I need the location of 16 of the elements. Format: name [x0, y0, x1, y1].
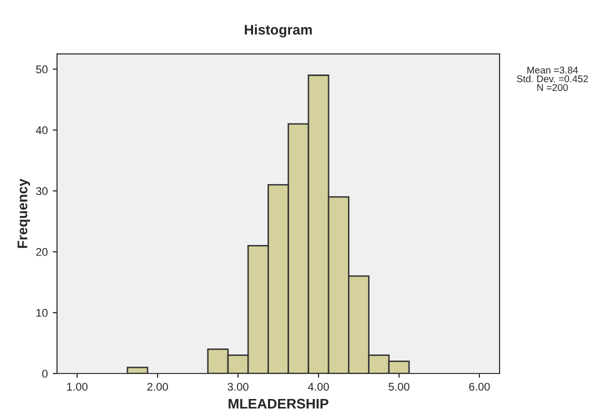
- y-tick-label: 10: [36, 308, 48, 317]
- y-axis-title: Frequency: [18, 178, 30, 248]
- y-tick-label: 0: [42, 370, 48, 378]
- y-tick-label: 50: [36, 65, 48, 74]
- x-tick-label: 4.00: [308, 382, 329, 391]
- y-tick-label: 20: [36, 248, 48, 256]
- y-tick-label: 30: [36, 187, 48, 196]
- y-tick-label: 40: [36, 126, 48, 134]
- text: Mean =3.84 Std. Dev. =0.452 N =200: [516, 66, 588, 91]
- x-tick-label: 3.00: [228, 382, 248, 391]
- x-axis-title: MLEADERSHIP: [228, 398, 328, 409]
- x-tick-label: 2.00: [147, 382, 168, 391]
- x-tick-label: 1.00: [67, 382, 88, 391]
- chart-title: Histogram: [244, 24, 312, 38]
- x-tick-label: 5.00: [388, 382, 410, 391]
- x-tick-label: 6.00: [469, 382, 490, 391]
